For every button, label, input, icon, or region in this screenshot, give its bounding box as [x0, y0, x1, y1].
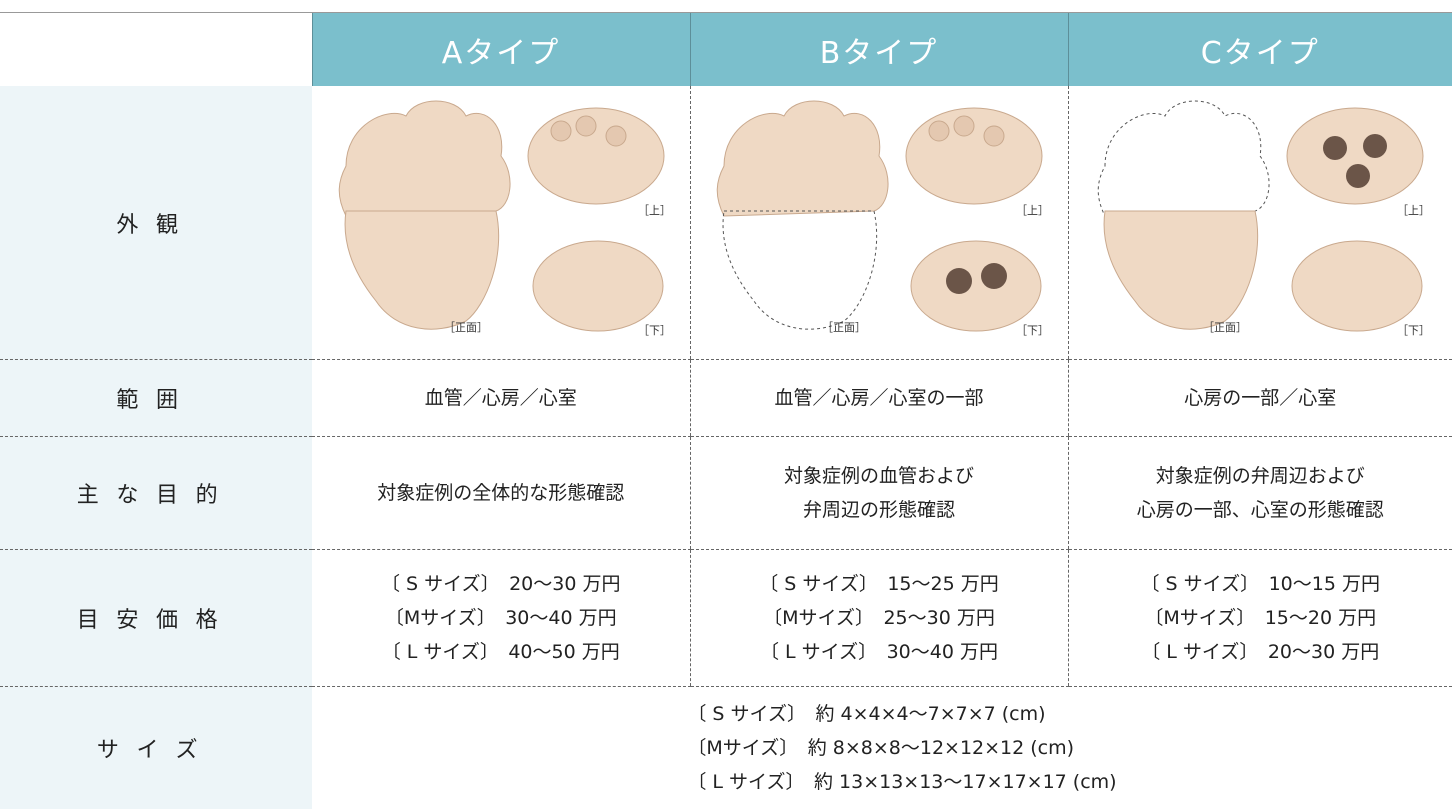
image-caption: ［下］ [1016, 324, 1049, 337]
image-caption: ［上］ [1397, 204, 1430, 217]
cell-text: 弁周辺の形態確認 [691, 493, 1068, 527]
table-row: 外観 ［正面］ ［上］ ［下］ ［正面］ ［上］ ［下］ ［正面］ ［上］ ［下］ [0, 86, 1452, 360]
cell-text: 〔 S サイズ〕 20〜30 万円 [312, 567, 690, 601]
heart-bottom-view [911, 241, 1041, 331]
cell: 血管／心房／心室の一部 [690, 360, 1068, 437]
valve [981, 263, 1007, 289]
valve [1363, 134, 1387, 158]
cell: 〔 S サイズ〕 20〜30 万円〔Mサイズ〕 30〜40 万円〔 L サイズ〕… [312, 550, 690, 687]
size-lines: 〔 S サイズ〕 約 4×4×4〜7×7×7 (cm)〔Mサイズ〕 約 8×8×… [687, 697, 1116, 799]
cell: 対象症例の全体的な形態確認 [312, 437, 690, 550]
table-row: 主な目的対象症例の全体的な形態確認対象症例の血管および弁周辺の形態確認対象症例の… [0, 437, 1452, 550]
cell: 心房の一部／心室 [1068, 360, 1452, 437]
cell: 〔 S サイズ〕 15〜25 万円〔Mサイズ〕 25〜30 万円〔 L サイズ〕… [690, 550, 1068, 687]
image-caption: ［正面］ [822, 321, 866, 334]
cell-text: 〔 L サイズ〕 40〜50 万円 [312, 635, 690, 669]
valve [1346, 164, 1370, 188]
heart-images: ［正面］ ［上］ ［下］ [316, 86, 686, 348]
heart-shape [339, 101, 510, 216]
heart-bottom-view [1292, 241, 1422, 331]
cell-text: 血管／心房／心室の一部 [691, 381, 1068, 415]
row-label: 外観 [0, 86, 312, 360]
cell-text: 〔 S サイズ〕 10〜15 万円 [1069, 567, 1452, 601]
cell-text: 〔Mサイズ〕 25〜30 万円 [691, 601, 1068, 635]
heart-images: ［正面］ ［上］ ［下］ [694, 86, 1064, 348]
vessel [954, 116, 974, 136]
table-row: 範囲血管／心房／心室血管／心房／心室の一部心房の一部／心室 [0, 360, 1452, 437]
vessel [576, 116, 596, 136]
vessel [984, 126, 1004, 146]
cell-text: 〔 L サイズ〕 20〜30 万円 [1069, 635, 1452, 669]
appearance-cell: ［正面］ ［上］ ［下］ [1068, 86, 1452, 360]
vessel [606, 126, 626, 146]
vessel [551, 121, 571, 141]
size-cell: 〔 S サイズ〕 約 4×4×4〜7×7×7 (cm)〔Mサイズ〕 約 8×8×… [312, 687, 1452, 809]
image-caption: ［下］ [1397, 324, 1430, 337]
cell: 血管／心房／心室 [312, 360, 690, 437]
heart-top-view [906, 108, 1042, 204]
vessel [929, 121, 949, 141]
row-label: サイズ [0, 687, 312, 809]
image-caption: ［上］ [1016, 204, 1049, 217]
heart-shape [1104, 211, 1258, 329]
size-text: 〔 S サイズ〕 約 4×4×4〜7×7×7 (cm) [687, 697, 1116, 731]
column-header: Cタイプ [1068, 13, 1452, 86]
missing-outline [1098, 101, 1269, 216]
heart-top-view [1287, 108, 1423, 204]
cell-text: 対象症例の弁周辺および [1069, 459, 1452, 493]
heart-shape [345, 211, 499, 329]
row-label: 主な目的 [0, 437, 312, 550]
cell: 対象症例の血管および弁周辺の形態確認 [690, 437, 1068, 550]
cell: 〔 S サイズ〕 10〜15 万円〔Mサイズ〕 15〜20 万円〔 L サイズ〕… [1068, 550, 1452, 687]
heart-top-view [528, 108, 664, 204]
cell-text: 〔Mサイズ〕 15〜20 万円 [1069, 601, 1452, 635]
table-row: 目安価格〔 S サイズ〕 20〜30 万円〔Mサイズ〕 30〜40 万円〔 L … [0, 550, 1452, 687]
image-caption: ［上］ [638, 204, 671, 217]
heart-images: ［正面］ ［上］ ［下］ [1075, 86, 1445, 348]
column-header: Bタイプ [690, 13, 1068, 86]
valve [1323, 136, 1347, 160]
heart-shape [717, 101, 888, 216]
cell-text: 対象症例の血管および [691, 459, 1068, 493]
size-text: 〔Mサイズ〕 約 8×8×8〜12×12×12 (cm) [687, 731, 1116, 765]
cell-text: 心房の一部、心室の形態確認 [1069, 493, 1452, 527]
heart-bottom-view [533, 241, 663, 331]
cell: 対象症例の弁周辺および心房の一部、心室の形態確認 [1068, 437, 1452, 550]
cell-text: 〔 S サイズ〕 15〜25 万円 [691, 567, 1068, 601]
row-label: 目安価格 [0, 550, 312, 687]
image-caption: ［下］ [638, 324, 671, 337]
cell-text: 血管／心房／心室 [312, 381, 690, 415]
image-caption: ［正面］ [1203, 321, 1247, 334]
missing-outline [723, 211, 877, 329]
cell-text: 〔Mサイズ〕 30〜40 万円 [312, 601, 690, 635]
column-header: Aタイプ [312, 13, 690, 86]
row-label: 範囲 [0, 360, 312, 437]
cell-text: 心房の一部／心室 [1069, 381, 1452, 415]
appearance-cell: ［正面］ ［上］ ［下］ [312, 86, 690, 360]
table-row: サイズ 〔 S サイズ〕 約 4×4×4〜7×7×7 (cm)〔Mサイズ〕 約 8… [0, 687, 1452, 809]
valve [946, 268, 972, 294]
cell-text: 〔 L サイズ〕 30〜40 万円 [691, 635, 1068, 669]
appearance-cell: ［正面］ ［上］ ［下］ [690, 86, 1068, 360]
header-blank [0, 13, 312, 86]
size-text: 〔 L サイズ〕 約 13×13×13〜17×17×17 (cm) [687, 765, 1116, 799]
cell-text: 対象症例の全体的な形態確認 [312, 476, 690, 510]
image-caption: ［正面］ [444, 321, 488, 334]
